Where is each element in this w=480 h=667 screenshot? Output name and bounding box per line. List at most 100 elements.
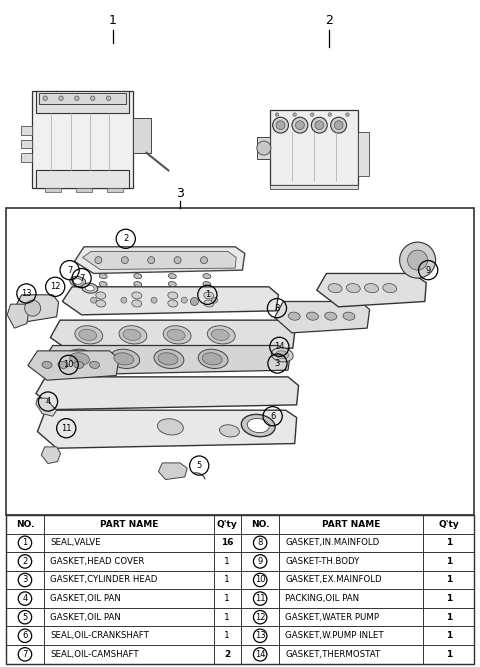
Ellipse shape: [346, 283, 360, 293]
Circle shape: [59, 96, 63, 101]
Text: 1: 1: [445, 650, 452, 659]
Text: 7: 7: [67, 265, 72, 275]
Ellipse shape: [132, 292, 142, 299]
Circle shape: [331, 117, 347, 133]
Ellipse shape: [343, 312, 355, 320]
Text: GASKET,EX.MAINFOLD: GASKET,EX.MAINFOLD: [285, 576, 382, 584]
Ellipse shape: [168, 300, 178, 307]
Text: 16: 16: [221, 538, 234, 548]
Text: 1: 1: [445, 631, 452, 640]
Polygon shape: [133, 117, 151, 153]
Ellipse shape: [123, 329, 141, 340]
Ellipse shape: [204, 300, 214, 307]
Text: GASKET,WATER PUMP: GASKET,WATER PUMP: [285, 613, 379, 622]
Circle shape: [346, 113, 349, 116]
Text: 4: 4: [46, 397, 50, 406]
Ellipse shape: [74, 362, 84, 368]
Text: 10: 10: [255, 576, 265, 584]
Text: 1: 1: [23, 538, 27, 548]
Ellipse shape: [66, 350, 96, 368]
Text: GASKET,HEAD COVER: GASKET,HEAD COVER: [50, 557, 144, 566]
Ellipse shape: [96, 300, 106, 307]
Polygon shape: [36, 398, 57, 416]
Polygon shape: [275, 301, 370, 333]
Text: 1: 1: [225, 594, 230, 603]
Ellipse shape: [134, 281, 142, 287]
Ellipse shape: [157, 419, 183, 435]
Polygon shape: [74, 247, 245, 273]
Circle shape: [174, 257, 181, 263]
Text: 7: 7: [79, 273, 84, 283]
Ellipse shape: [276, 351, 288, 359]
Polygon shape: [15, 295, 59, 321]
Ellipse shape: [307, 312, 318, 320]
Text: GASKET,OIL PAN: GASKET,OIL PAN: [50, 594, 121, 603]
Circle shape: [312, 117, 327, 133]
Circle shape: [107, 96, 111, 101]
Bar: [22, 139, 32, 148]
Text: SEAL,OIL-CAMSHAFT: SEAL,OIL-CAMSHAFT: [50, 650, 139, 659]
Text: 1: 1: [445, 594, 452, 603]
Circle shape: [276, 121, 285, 129]
Ellipse shape: [110, 350, 140, 368]
Circle shape: [191, 297, 198, 305]
Circle shape: [328, 113, 332, 116]
Text: NO.: NO.: [251, 520, 269, 529]
Circle shape: [334, 121, 343, 129]
Circle shape: [148, 257, 155, 263]
Bar: [107, 188, 123, 192]
Text: SEAL,OIL-CRANKSHAFT: SEAL,OIL-CRANKSHAFT: [50, 631, 149, 640]
Text: 14: 14: [274, 342, 285, 352]
Circle shape: [273, 117, 288, 133]
Text: 11: 11: [61, 424, 72, 433]
Ellipse shape: [119, 325, 147, 344]
Ellipse shape: [167, 329, 185, 340]
Text: 1: 1: [205, 290, 210, 299]
Text: 3: 3: [176, 187, 184, 200]
Text: 5: 5: [23, 613, 27, 622]
Polygon shape: [7, 304, 29, 328]
Bar: [22, 153, 32, 161]
Text: 2: 2: [23, 557, 27, 566]
Circle shape: [91, 96, 95, 101]
Circle shape: [121, 297, 127, 303]
Ellipse shape: [328, 283, 342, 293]
Text: 13: 13: [255, 631, 265, 640]
Text: 2: 2: [224, 650, 230, 659]
Bar: [76, 188, 92, 192]
Polygon shape: [28, 351, 119, 380]
Text: 11: 11: [255, 594, 265, 603]
Ellipse shape: [90, 362, 99, 368]
Bar: [270, 185, 358, 189]
Text: 1: 1: [225, 557, 230, 566]
Text: 13: 13: [21, 289, 32, 298]
Text: 2: 2: [123, 234, 128, 243]
Text: 1: 1: [445, 557, 452, 566]
Circle shape: [296, 121, 304, 129]
Ellipse shape: [383, 283, 397, 293]
Ellipse shape: [203, 281, 211, 287]
Ellipse shape: [82, 283, 98, 293]
Circle shape: [293, 113, 297, 116]
Bar: [6, 515, 474, 664]
Ellipse shape: [168, 281, 176, 287]
Text: 8: 8: [274, 303, 280, 313]
Circle shape: [311, 113, 314, 116]
Ellipse shape: [207, 325, 235, 344]
Text: NO.: NO.: [16, 520, 34, 529]
Text: 3: 3: [275, 359, 280, 368]
Circle shape: [257, 141, 271, 155]
Text: PACKING,OIL PAN: PACKING,OIL PAN: [285, 594, 360, 603]
Text: Q'ty: Q'ty: [217, 520, 238, 529]
Circle shape: [201, 257, 207, 263]
Ellipse shape: [241, 414, 275, 437]
Bar: [45, 188, 61, 192]
Circle shape: [276, 113, 279, 116]
Ellipse shape: [99, 281, 107, 287]
Text: GASKET,OIL PAN: GASKET,OIL PAN: [50, 613, 121, 622]
Text: GASKET,IN.MAINFOLD: GASKET,IN.MAINFOLD: [285, 538, 380, 548]
Ellipse shape: [271, 348, 293, 362]
Polygon shape: [50, 320, 295, 352]
Ellipse shape: [219, 425, 240, 437]
Bar: [6, 208, 474, 515]
